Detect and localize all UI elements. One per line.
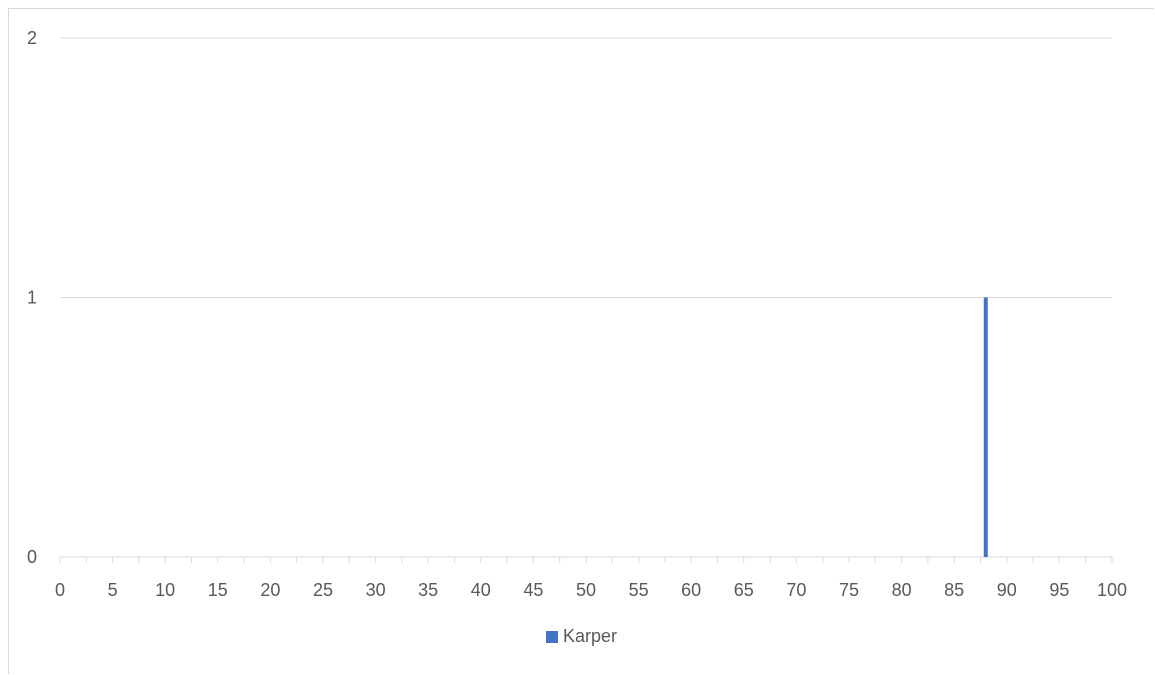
bars — [983, 297, 988, 557]
x-tick-label: 65 — [734, 580, 754, 600]
y-tick-label: 1 — [27, 288, 37, 308]
x-tick-label: 30 — [366, 580, 386, 600]
y-tick-labels: 0 1 2 — [27, 28, 37, 567]
y-tick-label: 0 — [27, 547, 37, 567]
chart-frame — [8, 8, 1154, 674]
x-axis — [59, 556, 1113, 563]
x-tick-label: 60 — [681, 580, 701, 600]
x-tick-label: 0 — [55, 580, 65, 600]
x-tick-label: 80 — [892, 580, 912, 600]
x-tick-label: 40 — [471, 580, 491, 600]
legend: Karper — [546, 626, 617, 646]
x-tick-label: 25 — [313, 580, 333, 600]
x-tick-label: 20 — [260, 580, 280, 600]
x-tick-label: 35 — [418, 580, 438, 600]
bar — [983, 297, 988, 557]
legend-swatch — [546, 631, 558, 643]
x-tick-label: 85 — [944, 580, 964, 600]
y-tick-label: 2 — [27, 28, 37, 48]
x-tick-label: 90 — [997, 580, 1017, 600]
x-tick-label: 15 — [208, 580, 228, 600]
x-tick-label: 95 — [1049, 580, 1069, 600]
x-tick-label: 55 — [629, 580, 649, 600]
x-tick-label: 50 — [576, 580, 596, 600]
x-tick-label: 70 — [786, 580, 806, 600]
x-tick-labels: 0 5 10 15 20 25 30 35 40 45 50 55 60 65 70 75 80 85 90 95 10… — [55, 580, 1127, 600]
x-tick-label: 100 — [1097, 580, 1127, 600]
legend-label: Karper — [563, 626, 617, 646]
x-tick-label: 45 — [523, 580, 543, 600]
x-tick-label: 10 — [155, 580, 175, 600]
grid-lines — [60, 37, 1112, 298]
x-tick-label: 5 — [108, 580, 118, 600]
x-tick-label: 75 — [839, 580, 859, 600]
